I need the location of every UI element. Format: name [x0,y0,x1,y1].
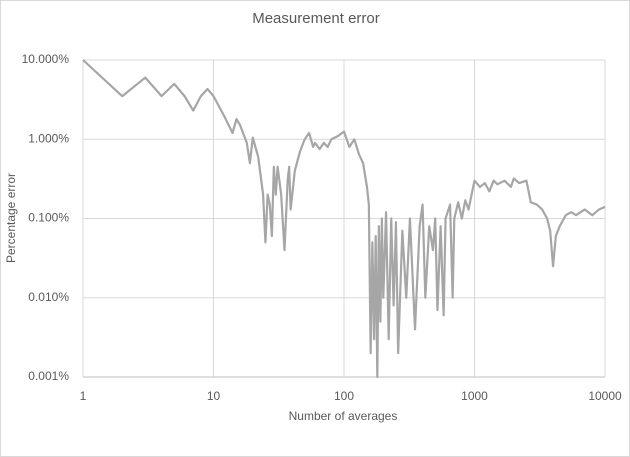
x-tick-label: 1000 [461,389,488,403]
x-tick-label: 100 [334,389,354,403]
y-axis-label: Percentage error [4,173,18,263]
y-tick-label: 0.100% [28,211,69,225]
y-tick-label: 10.000% [22,52,70,66]
data-line [82,59,606,379]
y-tick-label: 0.001% [28,369,69,383]
x-tick-label: 10000 [588,389,622,403]
y-tick-label: 0.010% [28,290,69,304]
x-tick-label: 1 [80,389,87,403]
y-tick-label: 1.000% [28,131,69,145]
x-tick-label: 10 [207,389,221,403]
x-axis-label: Number of averages [289,409,398,423]
chart-title: Measurement error [252,10,380,27]
